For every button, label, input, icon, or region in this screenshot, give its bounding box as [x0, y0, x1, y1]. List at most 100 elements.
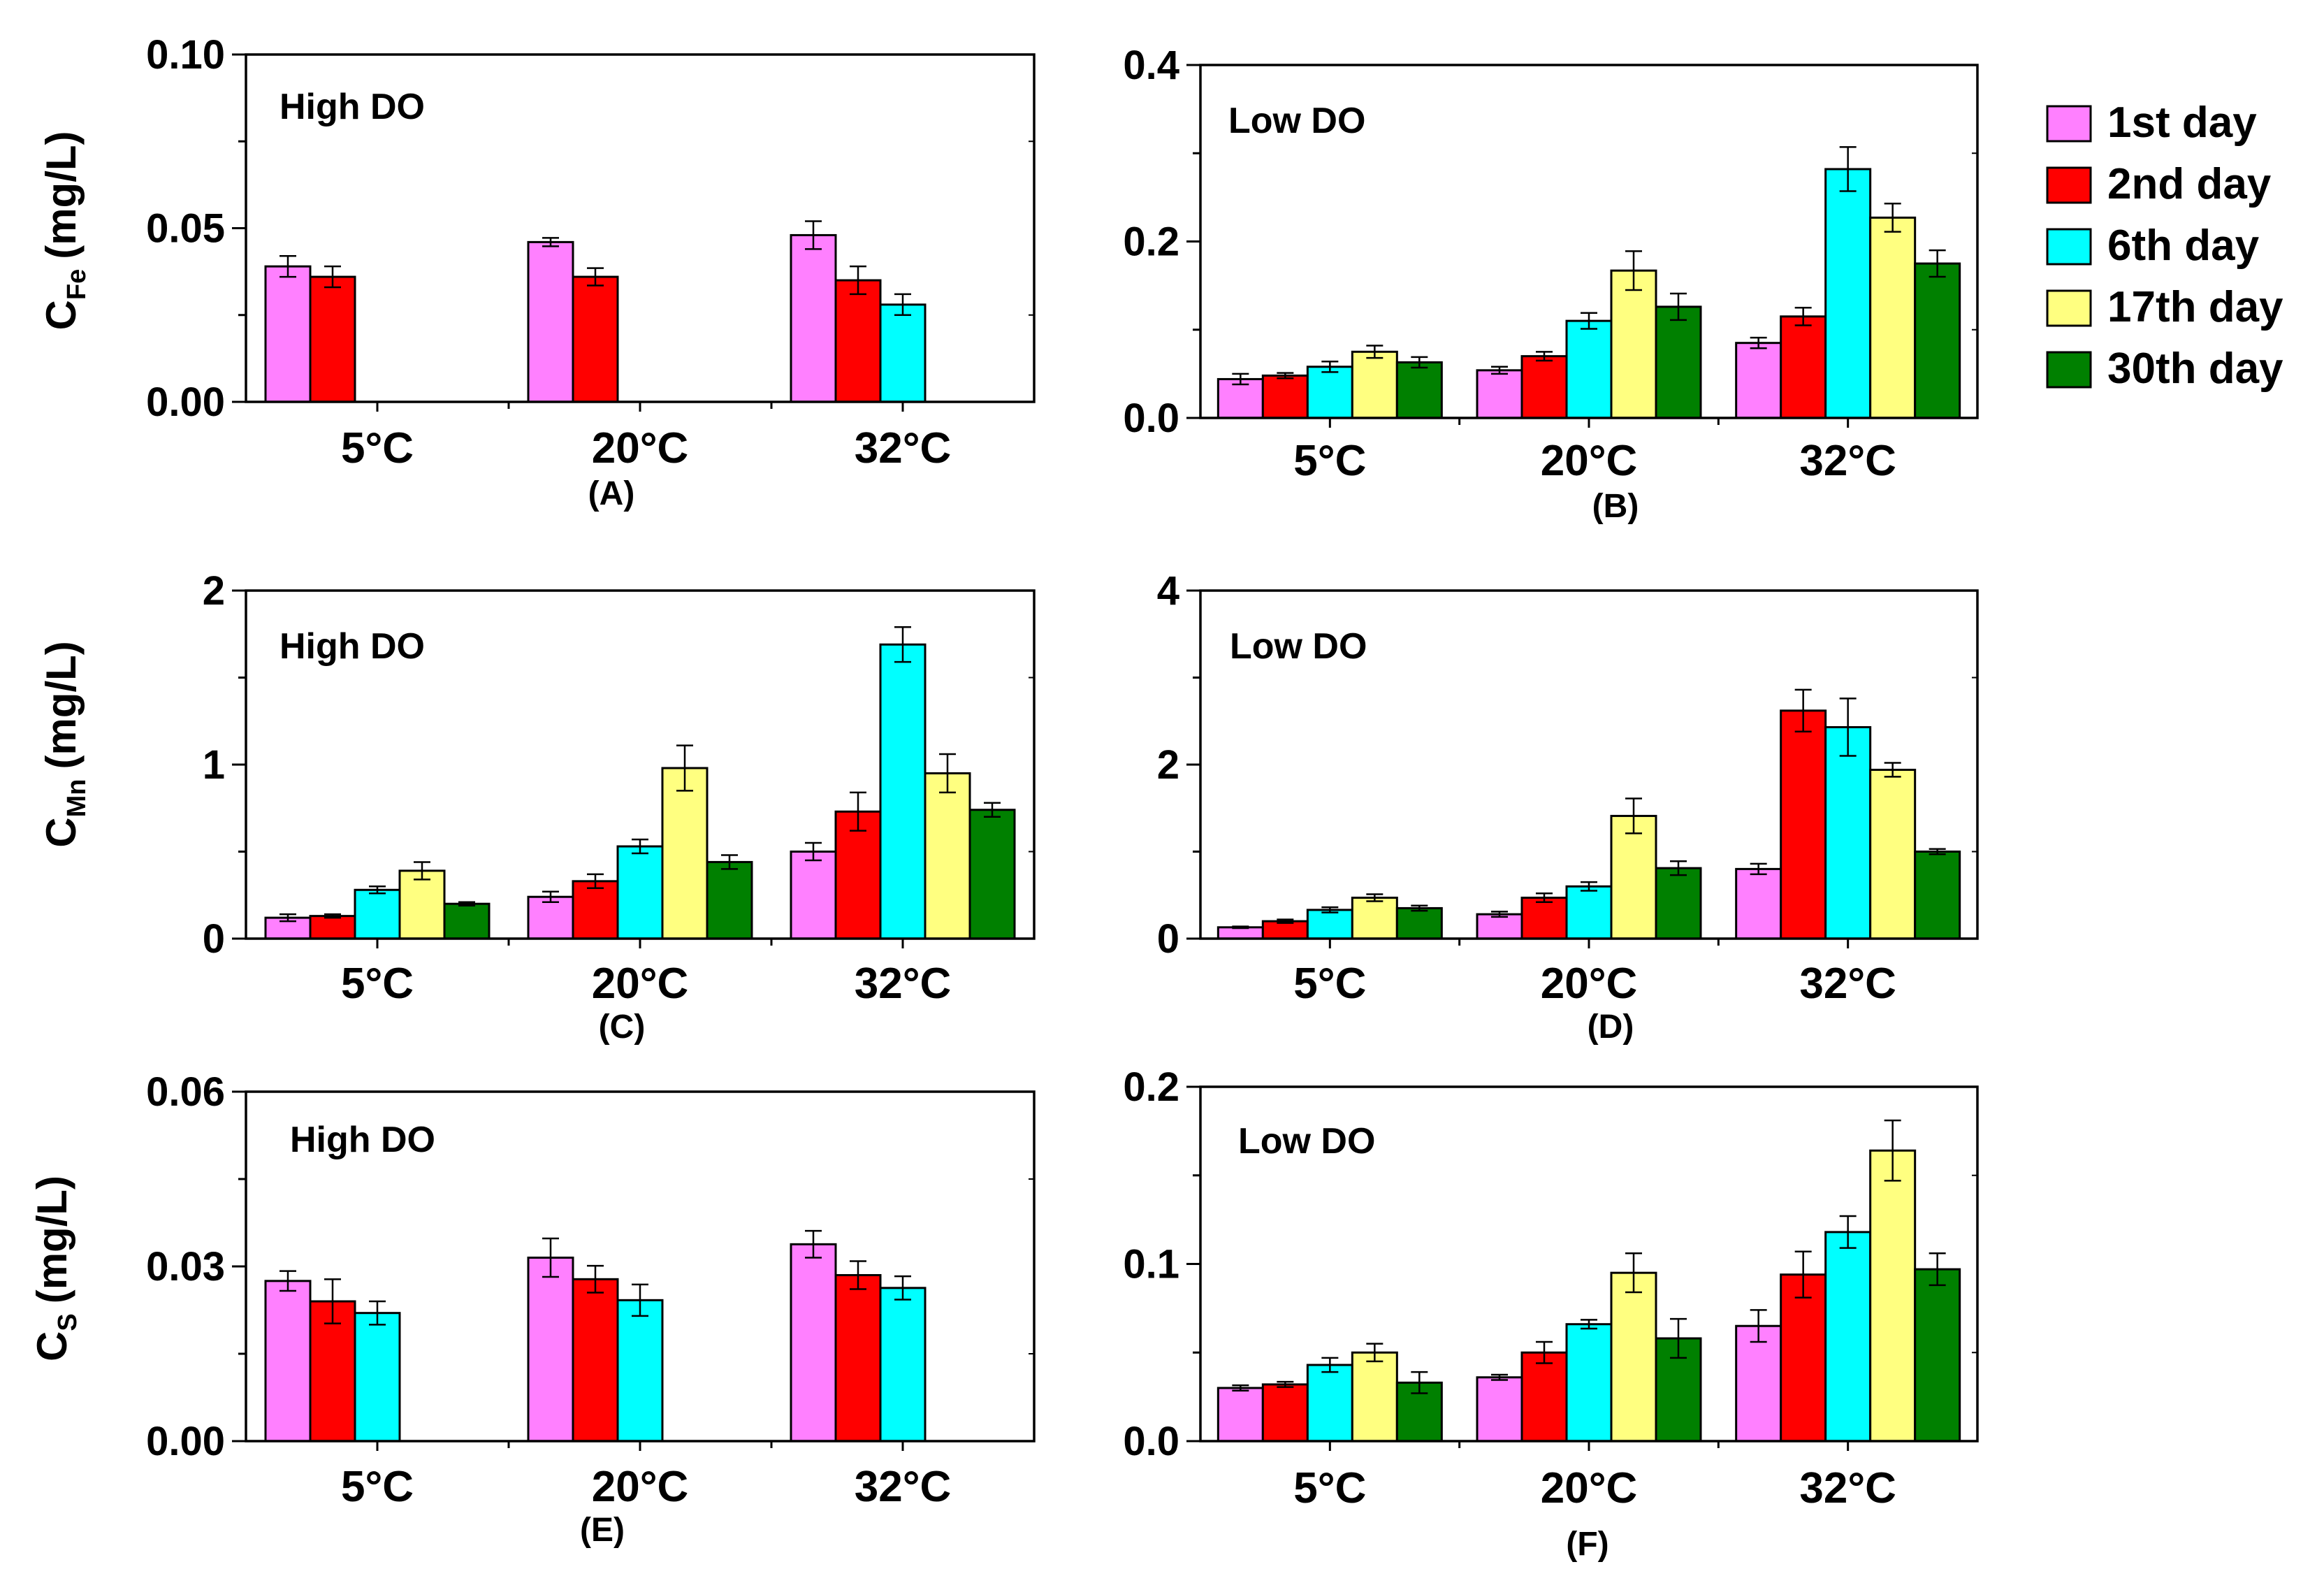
- bar: [1351, 1351, 1398, 1443]
- bar: [1869, 768, 1917, 940]
- y-tick-label: 0.03: [146, 1244, 225, 1289]
- bar: [1655, 867, 1702, 940]
- bar: [527, 1257, 574, 1443]
- do-annotation: Low DO: [1238, 1121, 1375, 1162]
- y-tick-label: 0.0: [1123, 396, 1179, 441]
- bar: [1565, 319, 1613, 419]
- bar: [706, 860, 753, 940]
- bar: [1780, 1273, 1827, 1443]
- bar: [354, 888, 401, 940]
- bar: [879, 303, 927, 403]
- bar: [1395, 361, 1443, 419]
- legend-label-4: 17th day: [2107, 283, 2283, 331]
- y-tick-label: 0: [203, 916, 225, 962]
- category-label: 20°C: [592, 1463, 689, 1511]
- category-label: 20°C: [592, 960, 689, 1008]
- category-label: 5°C: [341, 424, 414, 472]
- bar: [1351, 896, 1398, 940]
- bar: [1217, 1387, 1264, 1443]
- bar: [1914, 851, 1961, 940]
- panel-b: 5°C 20°C 32°C 0.0 0.2 0.4 Low DO (B): [1123, 43, 1979, 525]
- y-tick-label: 0.05: [146, 206, 225, 252]
- category-label: 20°C: [1541, 437, 1638, 485]
- panel-label: (E): [580, 1512, 625, 1549]
- category-label: 32°C: [1799, 437, 1896, 485]
- legend-label-3: 6th day: [2107, 222, 2260, 270]
- plot-frame: [1199, 64, 1979, 419]
- bar: [527, 240, 574, 403]
- category-label: 20°C: [1541, 1464, 1638, 1512]
- category-label: 32°C: [1799, 960, 1896, 1008]
- y-tick-label: 0.00: [146, 1419, 225, 1464]
- bar: [834, 279, 882, 403]
- bar: [1824, 168, 1872, 419]
- svg-text:CMn(mg/L): CMn(mg/L): [38, 641, 92, 848]
- y-tick-label: 0.1: [1123, 1242, 1179, 1287]
- bar: [264, 265, 312, 403]
- bar: [879, 643, 927, 940]
- do-annotation: High DO: [290, 1120, 435, 1160]
- y-tick-label: 2: [203, 568, 225, 614]
- bar: [1476, 1376, 1523, 1443]
- bar: [1735, 1324, 1782, 1443]
- legend-label-2: 2nd day: [2107, 160, 2272, 208]
- bar: [790, 233, 837, 403]
- legend-swatch-1: [2046, 105, 2092, 143]
- y-tick-label: 0.2: [1123, 1064, 1179, 1110]
- bar: [527, 895, 574, 940]
- panel-label: (A): [588, 475, 635, 512]
- panel-f: 5°C 20°C 32°C 0.0 0.1 0.2 Low DO (F): [1123, 1064, 1979, 1563]
- y-tick-label: 0.4: [1123, 43, 1179, 88]
- bar: [790, 851, 837, 940]
- do-annotation: High DO: [279, 87, 425, 127]
- bar: [1565, 885, 1613, 940]
- ylabel-fe: CFe(mg/L): [38, 131, 92, 331]
- bar: [1476, 369, 1523, 419]
- y-tick-label: 0.00: [146, 380, 225, 425]
- bar: [1520, 1351, 1568, 1443]
- bar: [790, 1243, 837, 1443]
- svg-text:CFe(mg/L): CFe(mg/L): [38, 131, 92, 331]
- bar: [264, 1280, 312, 1443]
- do-annotation: Low DO: [1230, 626, 1367, 667]
- y-tick-label: 0.10: [146, 32, 225, 78]
- svg-text:CS(mg/L): CS(mg/L): [29, 1176, 82, 1361]
- bar: [1261, 1383, 1309, 1443]
- bar: [398, 869, 446, 940]
- legend-swatch-5: [2046, 351, 2092, 389]
- category-label: 5°C: [341, 1463, 414, 1511]
- bar: [1610, 1271, 1657, 1443]
- legend-label-1: 1st day: [2107, 99, 2257, 147]
- plot-frame: [245, 53, 1036, 403]
- bar: [616, 845, 664, 940]
- legend-label-5: 30th day: [2107, 345, 2283, 393]
- bar: [1824, 725, 1872, 940]
- bar: [1914, 1268, 1961, 1443]
- category-label: 5°C: [1293, 437, 1366, 485]
- bar: [1351, 350, 1398, 419]
- bar: [572, 1278, 619, 1443]
- bar: [1476, 913, 1523, 940]
- panel-e: 5°C 20°C 32°C 0.00 0.03 0.06 High DO (E): [146, 1069, 1036, 1549]
- bar: [1565, 1323, 1613, 1443]
- bar: [1261, 374, 1309, 419]
- panel-c: 5°C 20°C 32°C 0 1 2 High DO (C): [203, 568, 1036, 1046]
- panel-label: (B): [1592, 488, 1639, 525]
- category-label: 20°C: [1541, 960, 1638, 1008]
- category-label: 5°C: [1293, 960, 1366, 1008]
- bar: [572, 880, 619, 940]
- bar: [1735, 867, 1782, 940]
- legend-swatch-3: [2046, 228, 2092, 266]
- bar: [1824, 1231, 1872, 1443]
- bar: [1306, 909, 1353, 940]
- y-tick-label: 0: [1157, 916, 1179, 962]
- bar: [1610, 814, 1657, 940]
- bar: [1869, 216, 1917, 419]
- category-label: 32°C: [855, 1463, 952, 1511]
- bar: [661, 767, 709, 940]
- panel-label: (C): [599, 1009, 646, 1046]
- bar: [879, 1287, 927, 1443]
- bar: [1306, 366, 1353, 419]
- legend: 1st day 2nd day 6th day 17th day 30th da…: [2046, 99, 2283, 393]
